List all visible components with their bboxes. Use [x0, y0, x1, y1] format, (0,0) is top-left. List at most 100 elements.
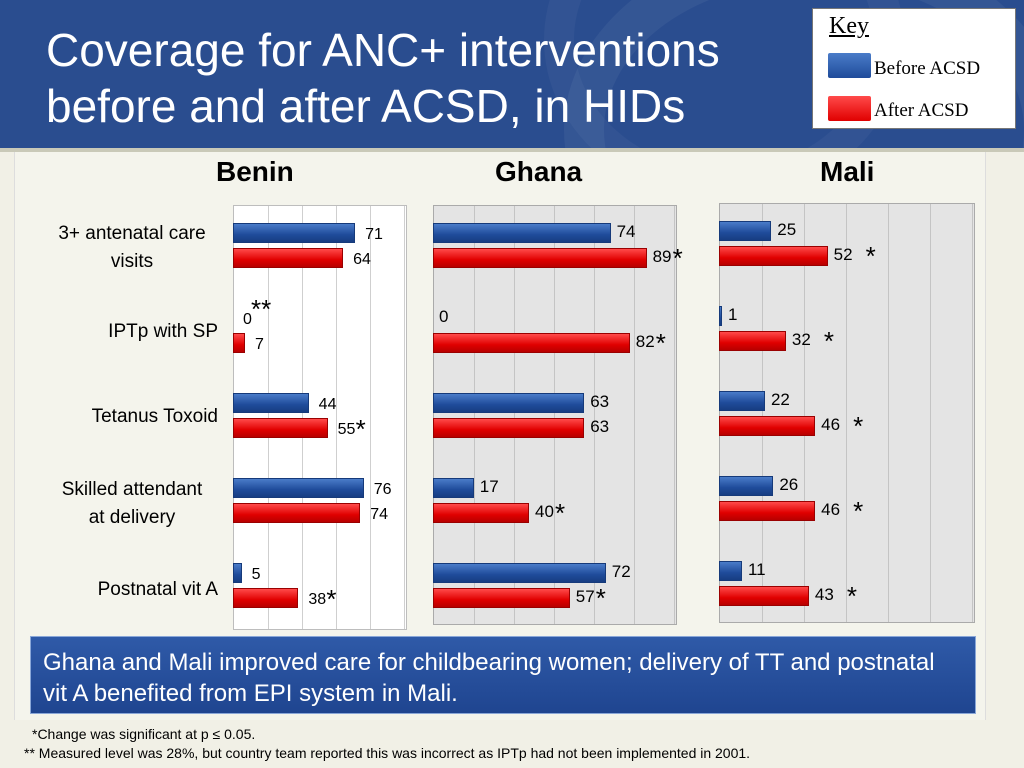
- gridline: [302, 206, 303, 629]
- data-label: 71: [365, 226, 383, 243]
- bar-before: [233, 478, 364, 498]
- gridline: [674, 206, 675, 624]
- bar-before: [719, 306, 722, 326]
- data-label: 22: [770, 390, 790, 409]
- category-label-line: 3+ antenatal care: [58, 223, 206, 244]
- gridline: [804, 204, 805, 622]
- footnote-iptp: ** Measured level was 28%, but country t…: [24, 745, 751, 761]
- slide-title: Coverage for ANC+ interventions before a…: [46, 22, 806, 134]
- data-label: 32: [791, 330, 811, 349]
- country-heading: Mali: [820, 156, 875, 187]
- category-label: Skilled attendant at delivery: [40, 476, 224, 532]
- category-label-line: IPTp with SP: [108, 321, 218, 342]
- bar-before: [719, 561, 742, 581]
- gridline: [888, 204, 889, 622]
- data-label: 44: [318, 396, 337, 413]
- significance-marker: **: [251, 294, 272, 324]
- category-label-line: Tetanus Toxoid: [91, 406, 218, 427]
- bar-before: [433, 223, 611, 243]
- title-line: Coverage for ANC+ interventions: [46, 24, 720, 76]
- gridline: [404, 206, 405, 629]
- legend-title: Key: [829, 13, 869, 39]
- significance-marker: *: [853, 496, 864, 526]
- bar-before: [433, 393, 585, 413]
- data-label: 52: [833, 245, 853, 264]
- gridline: [762, 204, 763, 622]
- legend-swatch-after: [828, 96, 871, 121]
- bar-before: [233, 393, 309, 413]
- data-label: 76: [373, 481, 392, 498]
- bar-before: [719, 476, 774, 496]
- bar-after: [719, 501, 816, 521]
- bar-after: [233, 418, 328, 438]
- data-label: 0: [243, 311, 252, 328]
- title-line: before and after ACSD, in HIDs: [46, 80, 686, 132]
- significance-marker: *: [355, 414, 366, 444]
- data-label: 38: [308, 591, 327, 608]
- bar-after: [719, 586, 809, 606]
- gridline: [930, 204, 931, 622]
- bar-after: [433, 503, 529, 523]
- significance-marker: *: [326, 584, 337, 614]
- bar-after: [233, 588, 299, 608]
- plot-area: [433, 205, 677, 625]
- significance-marker: *: [555, 498, 566, 528]
- gridline: [336, 206, 337, 629]
- bar-before: [233, 223, 356, 243]
- slide-header: Coverage for ANC+ interventions before a…: [0, 0, 1024, 148]
- data-label: 43: [814, 585, 834, 604]
- data-label: 46: [821, 500, 841, 519]
- data-label: 57: [575, 587, 595, 606]
- gridline: [474, 206, 475, 624]
- bar-after: [433, 248, 647, 268]
- bar-after: [233, 333, 246, 353]
- bar-after: [433, 418, 585, 438]
- legend-swatch-before: [828, 53, 871, 78]
- bar-after: [433, 333, 630, 353]
- bar-before: [719, 221, 772, 241]
- category-label-line: Skilled attendant: [61, 479, 203, 500]
- data-label: 82: [635, 332, 655, 351]
- data-label: 74: [370, 506, 389, 523]
- category-label: Postnatal vit A: [40, 576, 218, 604]
- bar-before: [719, 391, 765, 411]
- significance-marker: *: [853, 411, 864, 441]
- gridline: [594, 206, 595, 624]
- gridline: [370, 206, 371, 629]
- legend-key: Key Before ACSD After ACSD: [812, 8, 1016, 129]
- bar-before: [233, 563, 242, 583]
- bar-after: [233, 503, 361, 523]
- data-label: 89: [652, 247, 672, 266]
- data-label: 72: [611, 562, 631, 581]
- legend-label-before: Before ACSD: [874, 58, 981, 79]
- gridline: [972, 204, 973, 622]
- country-heading: Benin: [216, 156, 294, 187]
- bar-after: [719, 331, 786, 351]
- category-label: 3+ antenatal care visits: [40, 220, 224, 276]
- gridline: [554, 206, 555, 624]
- bar-before: [433, 478, 474, 498]
- bar-after: [719, 246, 828, 266]
- significance-marker: *: [865, 241, 876, 271]
- data-label: 5: [251, 566, 261, 583]
- data-label: 55: [337, 421, 356, 438]
- gridline: [634, 206, 635, 624]
- significance-marker: *: [846, 581, 857, 611]
- bar-after: [719, 416, 816, 436]
- gridline: [268, 206, 269, 629]
- data-label: 25: [777, 220, 797, 239]
- data-label: 26: [779, 475, 799, 494]
- data-label: 1: [728, 305, 738, 324]
- significance-marker: *: [595, 583, 606, 613]
- plot-area: [719, 203, 975, 623]
- category-label-line: at delivery: [88, 507, 176, 528]
- bar-before: [433, 563, 606, 583]
- data-label: 7: [255, 336, 264, 353]
- data-label: 64: [353, 251, 371, 268]
- data-label: 63: [590, 392, 610, 411]
- data-label: 46: [821, 415, 841, 434]
- significance-marker: *: [655, 328, 666, 358]
- significance-marker: *: [823, 326, 834, 356]
- data-label: 74: [616, 222, 636, 241]
- category-label-line: visits: [110, 251, 154, 272]
